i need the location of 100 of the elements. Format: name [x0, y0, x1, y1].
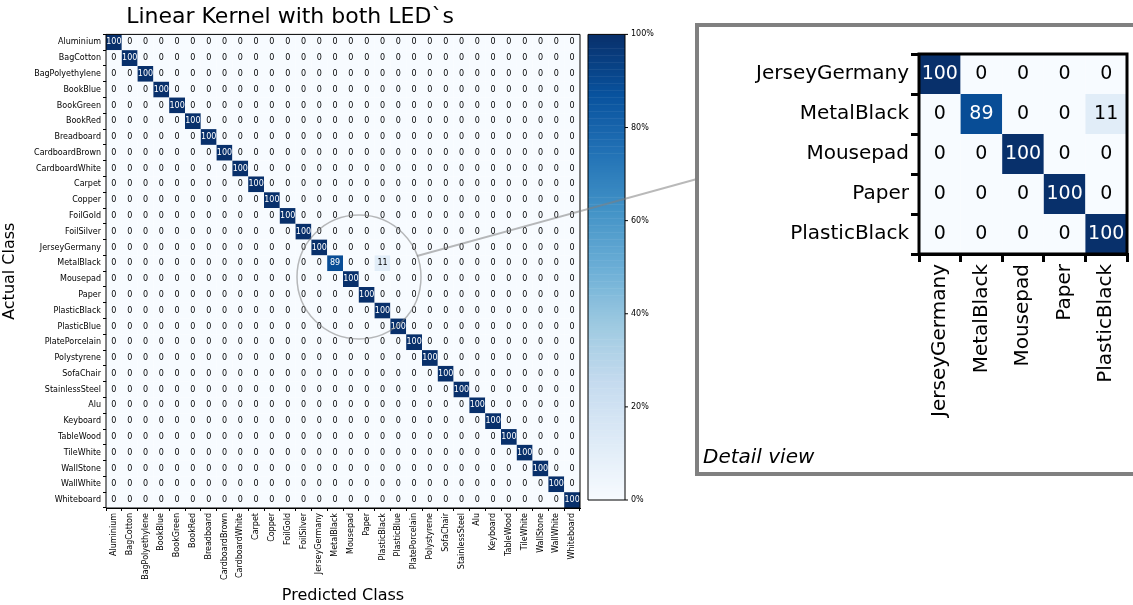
data-label: 0: [142, 132, 149, 142]
data-label: 0: [458, 432, 465, 442]
data-label: 0: [111, 68, 117, 78]
data-label: 0: [348, 163, 354, 173]
x-tick-label: Paper: [361, 512, 371, 536]
data-label: 0: [379, 479, 386, 489]
y-tick-label: StainlessSteel: [44, 384, 101, 394]
x-tick-label: Carpet: [251, 513, 261, 540]
data-label: 0: [348, 289, 354, 299]
data-label: 0: [316, 163, 322, 173]
data-label: 0: [474, 495, 480, 505]
data-label: 0: [537, 68, 544, 78]
data-label: 0: [158, 68, 164, 78]
data-label: 0: [522, 258, 528, 268]
data-label: 0: [300, 211, 307, 221]
data-label: 0: [569, 37, 575, 47]
data-label: 0: [474, 100, 480, 110]
data-label: 0: [348, 116, 354, 126]
data-label: 100: [469, 400, 485, 410]
data-label: 0: [158, 147, 164, 157]
data-label: 0: [474, 132, 480, 142]
data-label: 0: [506, 242, 512, 252]
data-label: 0: [537, 84, 544, 94]
data-label: 0: [490, 100, 496, 110]
data-label: 0: [127, 274, 133, 284]
data-label: 0: [221, 479, 228, 489]
data-label: 0: [506, 116, 512, 126]
data-label: 0: [206, 53, 212, 63]
data-label: 0: [237, 84, 243, 94]
data-label: 0: [285, 400, 291, 410]
data-label: 0: [253, 242, 259, 252]
data-label: 0: [458, 463, 465, 473]
data-label: 0: [458, 100, 465, 110]
data-label: 0: [127, 68, 133, 78]
data-label: 0: [158, 53, 164, 63]
data-label: 0: [474, 479, 480, 489]
data-label: 0: [522, 463, 528, 473]
data-label: 0: [569, 211, 575, 221]
data-label: 0: [190, 211, 196, 221]
data-label: 0: [190, 258, 196, 268]
data-label: 0: [253, 368, 259, 378]
data-label: 0: [316, 258, 322, 268]
data-label: 0: [158, 337, 164, 347]
y-tick-label: Keyboard: [63, 416, 101, 426]
data-label: 0: [332, 337, 338, 347]
data-label: 0: [364, 432, 370, 442]
data-label: 0: [190, 179, 196, 189]
data-label: 0: [111, 53, 117, 63]
data-label: 0: [174, 163, 180, 173]
data-label: 0: [158, 289, 164, 299]
data-label: 0: [237, 289, 243, 299]
data-label: 0: [411, 84, 417, 94]
data-label: 0: [111, 384, 117, 394]
data-label: 100: [122, 53, 138, 63]
data-label: 0: [490, 84, 496, 94]
data-label: 0: [553, 321, 559, 331]
data-label: 0: [395, 368, 401, 378]
data-label: 0: [300, 400, 307, 410]
data-label: 0: [537, 368, 544, 378]
data-label: 0: [522, 179, 528, 189]
data-label: 0: [364, 416, 370, 426]
data-label: 0: [253, 400, 259, 410]
data-label: 0: [569, 416, 575, 426]
data-label: 0: [269, 416, 275, 426]
data-label: 0: [474, 384, 480, 394]
x-tick-label: TableWood: [503, 513, 513, 557]
data-label: 0: [506, 337, 512, 347]
data-label: 0: [411, 447, 417, 457]
x-tick-label: Mousepad: [1009, 264, 1034, 367]
data-label: 0: [348, 384, 354, 394]
data-label: 0: [269, 132, 275, 142]
data-label: 0: [332, 163, 338, 173]
y-tick-label: PlatePorcelain: [44, 337, 101, 347]
data-label: 0: [316, 226, 322, 236]
data-label: 0: [285, 147, 291, 157]
data-label: 0: [142, 258, 149, 268]
data-label: 0: [142, 305, 149, 315]
data-label: 0: [427, 163, 433, 173]
data-label: 0: [285, 479, 291, 489]
data-label: 0: [142, 368, 149, 378]
data-label: 0: [395, 211, 401, 221]
data-label: 0: [237, 368, 243, 378]
data-label: 0: [253, 37, 259, 47]
data-label: 0: [1016, 180, 1030, 203]
data-label: 0: [379, 116, 386, 126]
data-label: 0: [237, 463, 243, 473]
data-label: 0: [206, 368, 212, 378]
data-label: 0: [569, 432, 575, 442]
data-label: 0: [190, 305, 196, 315]
data-label: 0: [522, 195, 528, 205]
data-label: 0: [522, 305, 528, 315]
data-label: 0: [174, 416, 180, 426]
data-label: 0: [537, 100, 544, 110]
data-label: 0: [127, 132, 133, 142]
data-label: 0: [348, 337, 354, 347]
data-label: 0: [316, 400, 322, 410]
data-label: 0: [348, 416, 354, 426]
data-label: 0: [348, 400, 354, 410]
data-label: 0: [474, 179, 480, 189]
data-label: 0: [300, 321, 307, 331]
